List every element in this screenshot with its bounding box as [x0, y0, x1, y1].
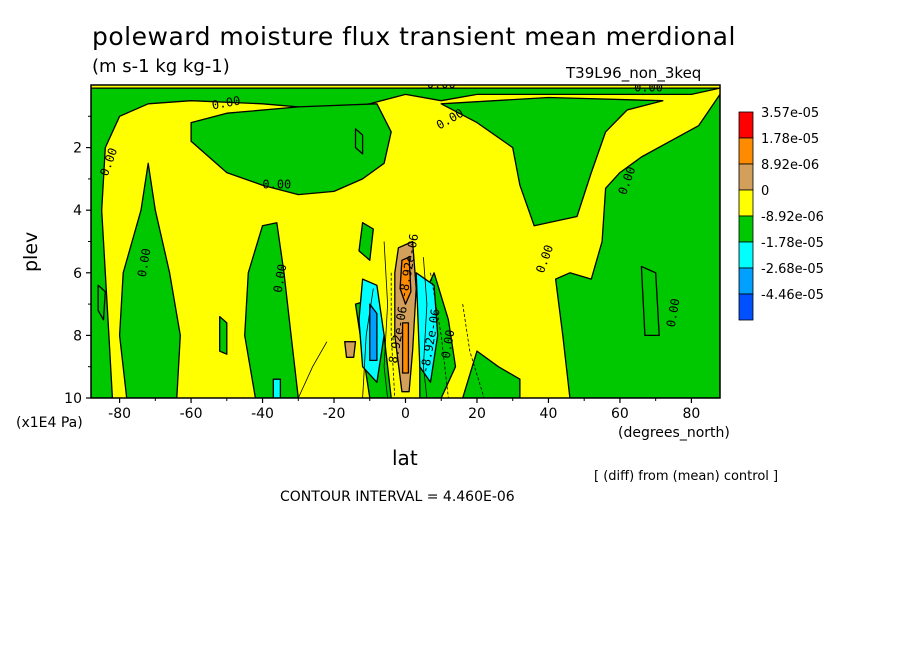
- y-tick-label-0: 2: [73, 141, 82, 157]
- contour-label-6: 0.00: [135, 247, 154, 278]
- x-axis-label: lat: [392, 446, 418, 470]
- contour-region-12: [272, 378, 282, 398]
- legend-swatch-1: [738, 137, 754, 165]
- legend-label-1: 1.78e-05: [761, 132, 819, 147]
- contour-line-2: [422, 257, 428, 398]
- legend-swatch-3: [738, 189, 754, 217]
- plot-area: [91, 85, 720, 398]
- contour-region-14: [399, 256, 412, 305]
- contour-region-16: [344, 341, 357, 358]
- y-tick-label-1: 4: [73, 203, 82, 219]
- contour-region-17: [358, 222, 374, 261]
- x-tick-label-7: 60: [611, 406, 629, 422]
- x-tick-label-3: -20: [323, 406, 346, 422]
- y-tick-label-3: 8: [73, 328, 82, 344]
- contour-line-6: [297, 341, 328, 398]
- x-tick-label-1: -60: [180, 406, 203, 422]
- legend-swatch-4: [738, 215, 754, 243]
- chart-units: (m s-1 kg kg-1): [92, 56, 230, 77]
- contour-region-21: [640, 265, 660, 337]
- contour-line-1: [390, 272, 396, 398]
- contour-region-4: [440, 96, 664, 227]
- y-tick-label-2: 6: [73, 266, 82, 282]
- y-axis-label: plev: [20, 231, 42, 272]
- contour-region-8: [462, 350, 521, 398]
- chart-title: poleward moisture flux transient mean me…: [92, 22, 736, 51]
- x-tick-label-4: 0: [401, 406, 410, 422]
- legend-label-5: -1.78e-05: [761, 236, 824, 251]
- contour-label-11: 0.00: [439, 329, 458, 360]
- x-axis-units: (degrees_north): [618, 425, 730, 441]
- contour-label-5: 0.00: [262, 177, 291, 191]
- contour-region-2: [190, 103, 392, 196]
- y-tick-label-4: 10: [64, 391, 82, 407]
- y-axis: 2 4 6 8 10: [64, 115, 91, 407]
- legend-swatch-0: [738, 111, 754, 139]
- contour-line-4: [362, 288, 374, 398]
- contour-line-3: [430, 272, 449, 398]
- contour-label-1: 0.00: [427, 77, 456, 91]
- contour-region-1: [118, 162, 181, 398]
- contour-label-2: 0.00: [634, 80, 663, 94]
- run-label: T39L96_non_3keq: [566, 64, 702, 82]
- legend-swatch-5: [738, 241, 754, 269]
- contour-region-10: [415, 272, 439, 383]
- contour-lines: [297, 241, 485, 398]
- legend-label-3: 0: [761, 184, 769, 199]
- legend-label-0: 3.57e-05: [761, 106, 819, 121]
- legend-swatch-2: [738, 163, 754, 191]
- contour-region-11: [369, 303, 378, 362]
- diff-label: [ (diff) from (mean) control ]: [594, 469, 779, 484]
- contour-region-20: [354, 128, 364, 155]
- color-legend: 3.57e-05 1.78e-05 8.92e-06 0 -8.92e-06 -1.78e…: [738, 106, 824, 321]
- x-tick-label-2: -40: [251, 406, 274, 422]
- contour-region-18: [97, 284, 106, 321]
- legend-label-7: -4.46e-05: [761, 288, 824, 303]
- legend-label-2: 8.92e-06: [761, 158, 819, 173]
- x-tick-label-6: 40: [540, 406, 558, 422]
- contour-region-5: [554, 93, 720, 398]
- x-tick-label-8: 80: [682, 406, 700, 422]
- x-tick-label-0: -80: [108, 406, 131, 422]
- contour-region-3: [244, 222, 299, 398]
- contour-line-5: [462, 304, 485, 398]
- contour-region-0: [91, 87, 720, 398]
- contour-label-7: 0.00: [271, 263, 290, 294]
- x-tick-label-5: 20: [468, 406, 486, 422]
- y-axis-units: (x1E4 Pa): [16, 415, 83, 431]
- contour-label-10: 0.00: [664, 297, 683, 328]
- legend-swatch-6: [738, 267, 754, 295]
- legend-swatch-7: [738, 293, 754, 321]
- legend-label-6: -2.68e-05: [761, 262, 824, 277]
- legend-label-4: -8.92e-06: [761, 210, 824, 225]
- contour-line-0: [383, 241, 389, 398]
- contour-region-19: [219, 315, 228, 355]
- contour-interval-label: CONTOUR INTERVAL = 4.460E-06: [280, 489, 515, 505]
- contour-label-0: 0.00: [211, 94, 242, 113]
- x-axis: -80 -60 -40 -20 0 20 40 60 80: [108, 398, 700, 422]
- contour-region-15: [401, 322, 410, 374]
